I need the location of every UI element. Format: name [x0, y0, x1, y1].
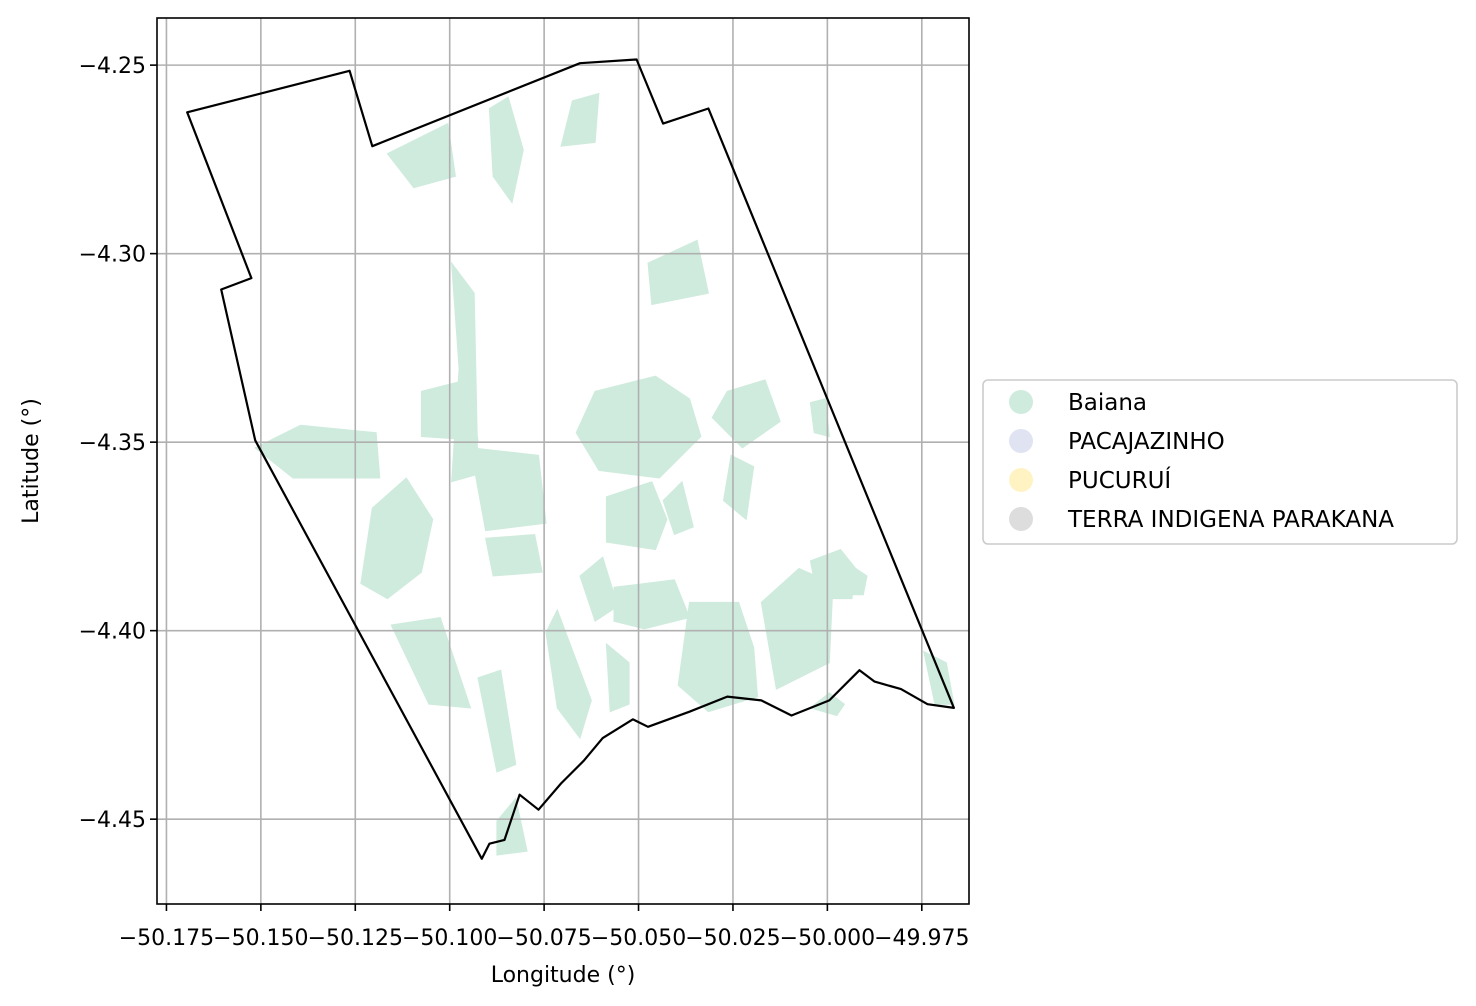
- x-axis-ticks: −50.175−50.150−50.125−50.100−50.075−50.0…: [119, 904, 970, 951]
- study-area-boundary: [186, 58, 956, 860]
- x-tick-label: −50.075: [496, 926, 591, 951]
- x-tick-label: −50.100: [402, 926, 497, 951]
- region-patch: [477, 669, 517, 773]
- y-tick-label: −4.25: [79, 54, 146, 79]
- region-patch: [843, 559, 868, 596]
- region-patch: [254, 424, 381, 479]
- region-patch: [390, 616, 472, 709]
- x-tick-label: −50.025: [685, 926, 780, 951]
- x-tick-label: −50.175: [119, 926, 214, 951]
- x-tick-label: −50.125: [308, 926, 403, 951]
- x-tick-label: −50.000: [780, 926, 875, 951]
- region-patch: [809, 398, 830, 438]
- region-fill-layer: [254, 92, 955, 856]
- region-patch: [469, 447, 547, 532]
- y-tick-label: −4.40: [79, 620, 146, 645]
- y-tick-label: −4.30: [79, 243, 146, 268]
- region-patch: [488, 96, 524, 204]
- legend-label: TERRA INDIGENA PARAKANA: [1067, 507, 1394, 533]
- y-axis-label: Latitude (°): [19, 398, 44, 524]
- legend-label: PACAJAZINHO: [1068, 429, 1225, 455]
- region-patch: [722, 454, 755, 521]
- region-patch: [760, 567, 834, 690]
- region-patch: [560, 92, 600, 147]
- legend-marker: [1009, 468, 1033, 492]
- x-tick-label: −49.975: [874, 926, 969, 951]
- legend-frame: [982, 379, 1458, 545]
- legend-label: Baiana: [1068, 390, 1147, 416]
- y-axis-ticks: −4.25 −4.30 −4.35 −4.40 −4.45: [79, 54, 157, 833]
- region-patch: [484, 533, 543, 577]
- region-patch: [545, 608, 592, 740]
- boundary-layer: [186, 58, 956, 860]
- region-patch: [677, 601, 759, 713]
- x-tick-label: −50.150: [213, 926, 308, 951]
- region-patch: [711, 379, 781, 449]
- region-patch: [360, 477, 434, 600]
- legend-marker: [1009, 429, 1033, 453]
- region-patch: [662, 480, 694, 536]
- grid-layer: [157, 18, 969, 904]
- region-patch: [605, 481, 668, 551]
- legend: Baiana PACAJAZINHO PUCURUÍ TERRA INDIGENA P…: [982, 379, 1458, 545]
- y-tick-label: −4.35: [79, 431, 146, 456]
- legend-marker: [1009, 507, 1033, 531]
- region-patch: [613, 579, 691, 630]
- y-tick-label: −4.45: [79, 808, 146, 833]
- plot-frame: [156, 17, 970, 905]
- region-patch: [605, 642, 630, 713]
- x-tick-label: −50.050: [591, 926, 686, 951]
- legend-marker: [1009, 390, 1033, 414]
- legend-label: PUCURUÍ: [1068, 466, 1171, 494]
- region-patch: [647, 239, 709, 306]
- x-axis-label: Longitude (°): [491, 963, 636, 988]
- region-patch: [386, 122, 456, 189]
